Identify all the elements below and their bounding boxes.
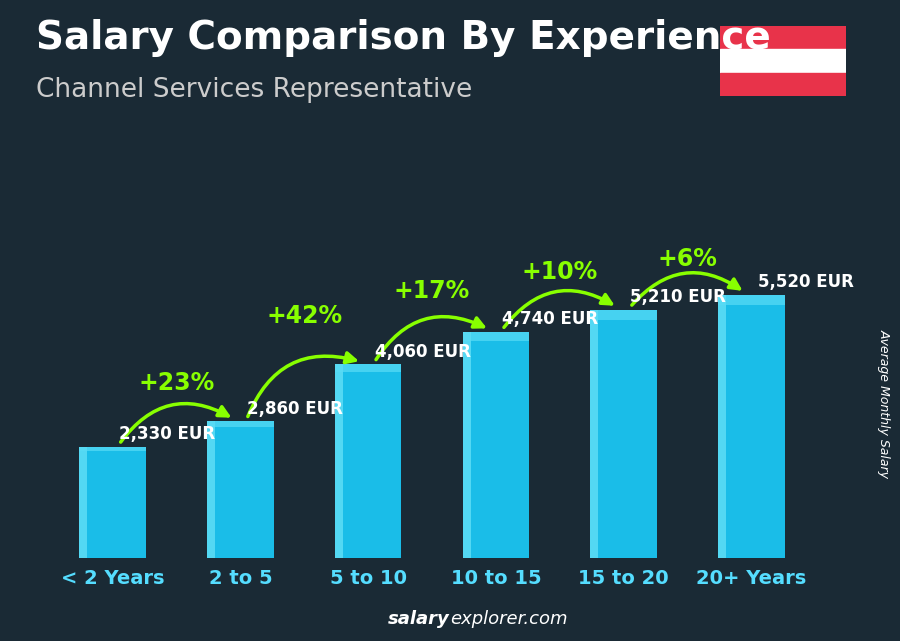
Bar [335, 364, 401, 558]
Bar [207, 422, 274, 427]
Bar [79, 447, 87, 558]
Text: +6%: +6% [658, 247, 717, 271]
Bar [590, 310, 598, 558]
Bar [718, 295, 785, 305]
Bar [207, 422, 215, 558]
Bar [463, 332, 529, 558]
Text: +23%: +23% [139, 371, 214, 395]
Text: 2,330 EUR: 2,330 EUR [119, 425, 215, 443]
Bar [720, 49, 846, 72]
Text: 2,860 EUR: 2,860 EUR [247, 400, 343, 418]
Text: +17%: +17% [394, 279, 470, 303]
Bar [335, 364, 401, 372]
Bar [335, 364, 343, 558]
Bar [718, 295, 785, 558]
Bar [463, 332, 471, 558]
Bar [79, 447, 146, 558]
Text: Salary Comparison By Experience: Salary Comparison By Experience [36, 19, 770, 57]
Bar [463, 332, 529, 341]
Bar [720, 72, 846, 96]
Bar [720, 26, 846, 49]
Text: salary: salary [388, 610, 450, 628]
Text: Channel Services Representative: Channel Services Representative [36, 77, 473, 103]
Text: 4,060 EUR: 4,060 EUR [374, 342, 471, 360]
Text: Average Monthly Salary: Average Monthly Salary [878, 329, 890, 478]
Text: 5,210 EUR: 5,210 EUR [630, 288, 726, 306]
Bar [590, 310, 657, 558]
Text: 4,740 EUR: 4,740 EUR [502, 310, 598, 328]
Bar [79, 447, 146, 451]
Bar [718, 295, 726, 558]
Text: 5,520 EUR: 5,520 EUR [758, 273, 853, 291]
Bar [207, 422, 274, 558]
Text: explorer.com: explorer.com [450, 610, 568, 628]
Text: +10%: +10% [522, 260, 598, 284]
Bar [590, 310, 657, 319]
Text: +42%: +42% [266, 304, 342, 328]
